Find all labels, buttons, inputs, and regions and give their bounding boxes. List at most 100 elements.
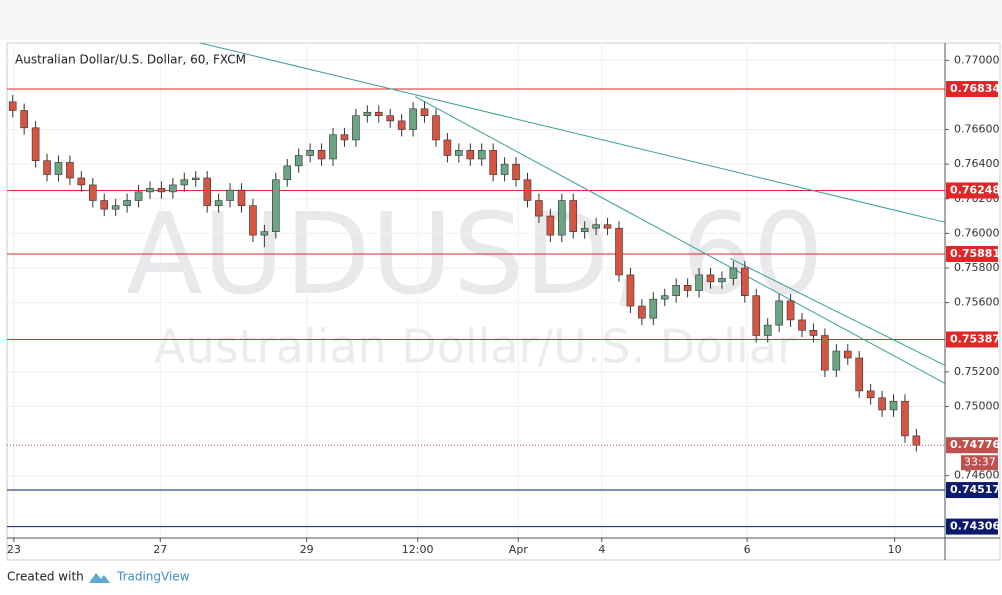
candle-body — [386, 115, 395, 122]
x-tick-label: 6 — [744, 543, 751, 556]
trend-line — [729, 257, 946, 366]
plot-layer: 0.770000.766000.764000.762000.760000.758… — [7, 42, 1000, 556]
watermark-symbol: AUDUSD, 60 — [126, 190, 824, 320]
level-label: 0.74517 — [950, 483, 1000, 496]
y-tick-label: 0.75000 — [954, 399, 1000, 412]
logo-icon — [89, 573, 110, 583]
watermark-description: Australian Dollar/U.S. Dollar — [154, 320, 796, 374]
candle-body — [752, 295, 761, 336]
candle-body — [843, 350, 852, 359]
candle-body — [409, 108, 417, 130]
y-tick-label: 0.76600 — [954, 123, 1000, 136]
candle-body — [580, 227, 589, 232]
level-label-box — [946, 81, 998, 98]
candle-body — [500, 163, 509, 175]
candle-body — [821, 335, 829, 371]
level-label-box — [946, 245, 998, 262]
candle-body — [660, 295, 669, 300]
footer-brand[interactable]: TradingView — [116, 570, 190, 584]
candle-body — [88, 184, 97, 201]
candle-body — [146, 188, 154, 193]
candle-body — [695, 274, 703, 291]
candle-body — [557, 200, 566, 236]
candle-body — [706, 274, 715, 283]
x-tick-label: 23 — [7, 543, 21, 556]
candle-body — [214, 200, 223, 206]
candle-body — [718, 278, 726, 283]
candle-body — [397, 120, 406, 130]
candle-body — [729, 267, 738, 279]
candle-body — [54, 162, 63, 175]
candle-body — [272, 179, 280, 232]
trend-line — [415, 96, 946, 384]
candle-body — [43, 160, 51, 175]
candle-body — [741, 267, 749, 296]
candle-body — [203, 177, 211, 206]
candle-body — [672, 285, 680, 296]
x-tick-label: 4 — [598, 543, 605, 556]
y-tick-label: 0.77000 — [954, 53, 1000, 66]
candle-body — [374, 111, 383, 116]
candle-body — [798, 319, 806, 331]
level-label: 0.74306 — [950, 520, 1000, 533]
candle-body — [615, 227, 623, 276]
candle-body — [77, 177, 86, 186]
top-strip — [0, 0, 1002, 40]
chart-title: Australian Dollar/U.S. Dollar, 60, FXCM — [15, 53, 246, 67]
level-label-box — [946, 182, 998, 199]
candle-body — [329, 134, 337, 160]
candle-body — [20, 110, 28, 129]
candle-body — [249, 205, 257, 236]
candle-body — [477, 150, 486, 160]
candle-body — [763, 324, 772, 336]
candle-body — [775, 300, 783, 326]
candle-body — [889, 400, 898, 411]
last-price-box — [946, 437, 998, 454]
candle-body — [8, 101, 17, 111]
candle-body — [683, 285, 692, 291]
y-tick-label: 0.75200 — [954, 365, 1000, 378]
candle-body — [855, 357, 864, 392]
candle-body — [169, 184, 177, 193]
trend-line — [200, 42, 946, 223]
candle-body — [123, 200, 131, 206]
candle-body — [466, 150, 475, 160]
candle-body — [363, 111, 372, 116]
level-label: 0.75387 — [950, 332, 1000, 345]
candle-body — [306, 150, 314, 156]
countdown-label: 33:37 — [964, 456, 996, 469]
candle-body — [832, 350, 841, 371]
candle-body — [100, 200, 109, 210]
footer-text: Created with — [7, 570, 84, 584]
candle-body — [901, 400, 909, 437]
candle-body — [489, 150, 497, 175]
candle-body — [512, 163, 520, 181]
x-tick-label: 29 — [300, 543, 314, 556]
y-tick-label: 0.74600 — [954, 469, 1000, 482]
candle-body — [455, 150, 463, 156]
candle-body — [260, 231, 269, 236]
tradingview-logo[interactable]: TradingView — [89, 570, 190, 584]
level-label: 0.75881 — [950, 247, 1000, 260]
candle-body — [134, 191, 143, 201]
x-tick-label: 27 — [153, 543, 167, 556]
level-label: 0.76248 — [950, 183, 1000, 196]
level-label-box — [946, 518, 998, 535]
candle-body — [283, 165, 292, 181]
candle-body — [31, 127, 40, 161]
candle-body — [592, 224, 600, 229]
candle-body — [352, 115, 360, 141]
candle-body — [340, 134, 349, 141]
candle-body — [226, 189, 234, 201]
level-label: 0.76834 — [950, 82, 1000, 95]
candle-body — [523, 179, 532, 201]
x-tick-label: Apr — [509, 543, 529, 556]
candle-body — [111, 205, 120, 210]
level-label-box — [946, 331, 998, 348]
candle-body — [638, 305, 646, 319]
y-tick-label: 0.75800 — [954, 261, 1000, 274]
last-price-label: 0.74776 — [950, 438, 1000, 451]
candle-body — [546, 215, 555, 236]
candle-body — [535, 200, 543, 217]
candle-body — [180, 179, 189, 186]
